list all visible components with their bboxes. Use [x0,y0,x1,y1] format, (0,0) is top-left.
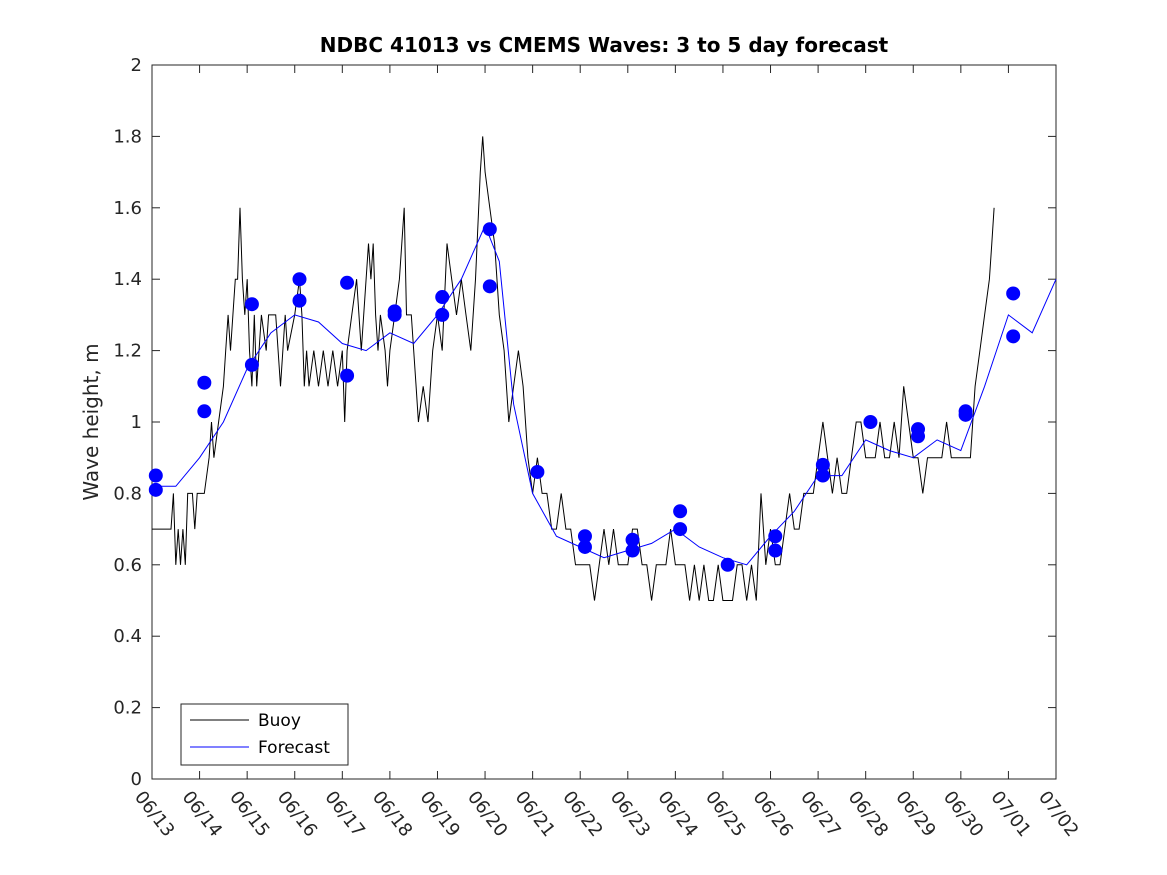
forecast-marker [577,539,592,554]
forecast-marker [292,272,307,287]
y-tick-label: 1.8 [113,126,142,147]
forecast-marker [863,415,878,429]
y-tick-label: 1 [131,412,142,433]
forecast-marker [482,222,497,237]
forecast-marker [292,293,307,308]
y-tick-label: 0.4 [113,626,142,647]
y-tick-label: 1.2 [113,341,142,362]
forecast-marker [197,404,212,419]
plot-area [152,65,1056,779]
forecast-marker [244,357,259,372]
y-axis-label: Wave height, m [79,343,103,500]
forecast-marker [482,279,497,294]
y-tick-label: 0.2 [113,698,142,719]
forecast-marker [530,464,545,479]
y-tick-label: 1.4 [113,269,142,290]
forecast-marker [768,543,783,558]
forecast-marker [387,307,402,322]
series-line-forecast [152,224,1057,566]
forecast-marker [958,407,973,422]
forecast-marker [340,275,355,290]
forecast-marker [673,522,688,537]
forecast-marker [815,468,830,483]
forecast-marker [148,468,163,483]
legend-forecast-label: Forecast [258,738,330,758]
forecast-marker [720,557,735,572]
forecast-marker [197,375,212,390]
forecast-marker [340,368,355,383]
forecast-marker [435,307,450,322]
legend-box [180,703,349,766]
forecast-marker [1006,329,1021,344]
y-tick-label: 0.8 [113,483,142,504]
y-tick-label: 0.6 [113,555,142,576]
forecast-marker [435,290,450,305]
y-tick-label: 0 [131,769,142,790]
forecast-marker [625,543,640,558]
y-tick-label: 1.6 [113,198,142,219]
legend: Buoy Forecast [180,703,349,766]
chart-title: NDBC 41013 vs CMEMS Waves: 3 to 5 day fo… [320,33,889,57]
legend-buoy-label: Buoy [258,711,301,731]
marker-group [148,222,1021,572]
forecast-marker [148,482,163,497]
forecast-marker [911,429,926,444]
forecast-marker [1006,286,1021,301]
plot-background [152,65,1056,779]
forecast-marker [244,297,259,312]
forecast-marker [768,529,783,544]
forecast-marker [673,504,688,519]
y-tick-label: 2 [131,55,142,76]
series-group [152,136,1057,601]
